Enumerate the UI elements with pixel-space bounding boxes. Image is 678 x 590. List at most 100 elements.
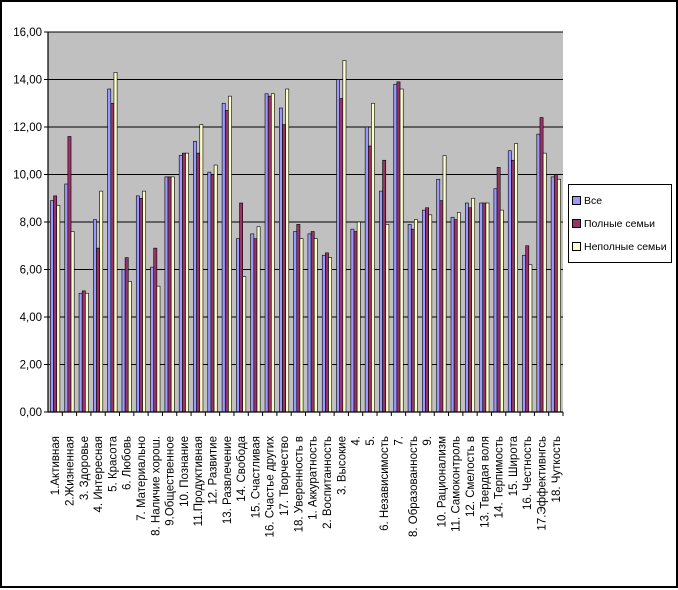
bar-series-3 — [371, 102, 375, 413]
legend-item-all: Все — [572, 189, 669, 212]
bar-series-1 — [236, 238, 240, 413]
y-tick-label: 12,00 — [13, 122, 42, 134]
bar-series-1 — [135, 195, 140, 413]
bar-series-2 — [124, 257, 129, 413]
bar-series-1 — [422, 209, 426, 413]
bar-series-3 — [85, 292, 89, 413]
x-tick-label: 6. Независимость — [379, 436, 391, 531]
bar-series-3 — [185, 152, 189, 413]
x-tick-label: 11.Продуктивная — [193, 436, 205, 526]
bar-series-2 — [468, 207, 472, 413]
bar-series-2 — [224, 110, 229, 413]
bar-series-1 — [279, 107, 283, 413]
bar-series-2 — [511, 159, 515, 413]
bar-series-2 — [325, 252, 329, 413]
bar-series-3 — [471, 197, 476, 413]
x-tick-label: 16. Счастье других — [265, 436, 277, 538]
bar-series-1 — [93, 219, 97, 413]
x-tick-label: 9. — [422, 436, 434, 446]
bar-series-2 — [53, 195, 58, 413]
y-tick-label: 16,00 — [13, 27, 42, 39]
x-tick-label: 6. Любовь — [122, 436, 134, 490]
bar-series-3 — [557, 178, 561, 413]
bar-series-3 — [342, 60, 347, 413]
bar-series-1 — [307, 233, 312, 413]
bar-series-1 — [221, 102, 226, 413]
x-tick-label: 3. Здоровье — [79, 436, 91, 500]
bar-series-3 — [328, 257, 332, 413]
legend-label-all: Все — [584, 194, 603, 207]
bar-series-1 — [78, 292, 83, 413]
x-tick-label: 5. Красота — [107, 435, 119, 491]
bar-series-3 — [485, 202, 490, 413]
bar-series-2 — [282, 124, 286, 413]
bar-series-1 — [450, 216, 455, 413]
x-tick-label: 7. Материально — [136, 436, 148, 521]
bar-series-3 — [313, 238, 318, 413]
x-tick-label: 8. Образованность — [408, 436, 420, 537]
bar-series-1 — [364, 126, 369, 413]
bar-series-1 — [493, 188, 498, 413]
x-tick-label: 11. Самоконтроль — [451, 436, 463, 532]
bar-series-3 — [56, 205, 61, 413]
x-tick-label: 5. — [365, 436, 377, 446]
bar-series-2 — [153, 247, 158, 413]
x-tick-label: 8. Наличие хорош. — [150, 436, 162, 536]
bar-series-3 — [414, 219, 418, 413]
bar-series-1 — [178, 155, 183, 413]
bar-series-2 — [482, 202, 487, 413]
x-tick-label: 7. — [393, 436, 405, 446]
bar-series-3 — [156, 285, 161, 413]
y-tick-label: 14,00 — [13, 75, 42, 87]
bar-series-2 — [96, 247, 100, 413]
x-tick-label: 12. Развитие — [208, 436, 220, 505]
bars — [50, 60, 561, 413]
bar-series-2 — [267, 95, 272, 413]
bar-series-3 — [299, 238, 304, 413]
y-tick-label: 2,00 — [20, 360, 42, 372]
bar-series-1 — [193, 140, 197, 413]
bar-series-2 — [367, 145, 372, 413]
bar-series-1 — [522, 254, 526, 413]
bar-series-3 — [70, 231, 75, 413]
bar-series-1 — [536, 133, 541, 413]
bar-series-3 — [213, 164, 218, 413]
bar-series-2 — [67, 136, 72, 413]
bar-series-1 — [350, 228, 355, 413]
bar-series-1 — [464, 202, 469, 413]
x-tick-label: 2.Жизненная — [64, 436, 76, 506]
y-tick-label: 6,00 — [20, 265, 42, 277]
legend: Все Полные семьи Неполные семьи — [568, 184, 672, 263]
x-tick-label: 10. Рационализм — [436, 436, 448, 527]
bar-series-1 — [336, 79, 340, 413]
bar-series-3 — [199, 124, 204, 413]
bar-series-2 — [139, 197, 143, 413]
bar-series-1 — [507, 150, 512, 413]
bar-series-2 — [453, 219, 458, 413]
bar-series-3 — [127, 281, 132, 413]
x-tick-label: 10. Познание — [179, 436, 191, 507]
x-tick-label: 14. Свобода — [236, 435, 248, 501]
bar-series-1 — [207, 171, 212, 413]
x-tick-label: 2. Воспитанность — [322, 436, 334, 529]
bar-series-1 — [107, 88, 112, 413]
bar-series-1 — [250, 233, 255, 413]
bar-series-2 — [81, 290, 86, 413]
legend-item-single-parent-families: Неполные семьи — [572, 235, 669, 258]
x-tick-label: 4. Интересная — [93, 436, 105, 512]
legend-swatch-single-parent-families — [572, 242, 581, 251]
y-tick-label: 4,00 — [20, 312, 42, 324]
legend-item-full-families: Полные семьи — [572, 212, 669, 235]
bar-series-2 — [167, 176, 172, 413]
bar-series-2 — [396, 81, 401, 413]
x-tick-label: 13. Развлечение — [222, 436, 234, 524]
bar-series-3 — [528, 264, 533, 413]
bar-series-3 — [514, 143, 518, 413]
gridlines — [48, 31, 563, 365]
bar-series-2 — [525, 245, 530, 413]
x-tick-label: 17. Творчество — [279, 436, 291, 516]
legend-label-single-parent-families: Неполные семьи — [584, 240, 667, 253]
bar-series-3 — [456, 212, 461, 413]
bar-series-3 — [271, 93, 275, 413]
bar-series-1 — [121, 269, 126, 413]
